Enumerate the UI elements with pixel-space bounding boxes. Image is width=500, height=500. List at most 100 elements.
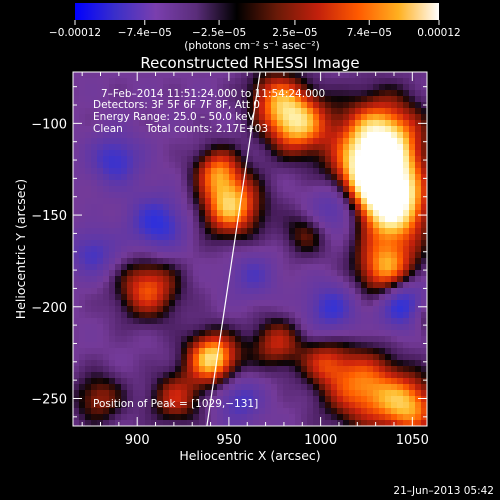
- heatmap-cell: [109, 408, 116, 415]
- heatmap-cell: [91, 420, 98, 426]
- heatmap-cell: [319, 354, 326, 361]
- heatmap-cell: [283, 222, 290, 229]
- heatmap-cell: [187, 300, 194, 307]
- heatmap-cell: [259, 420, 266, 426]
- heatmap-cell: [295, 414, 302, 421]
- heatmap-cell: [193, 372, 200, 379]
- heatmap-cell: [145, 156, 152, 163]
- heatmap-cell: [163, 72, 170, 79]
- heatmap-cell: [205, 156, 212, 163]
- heatmap-cell: [151, 192, 158, 199]
- heatmap-cell: [301, 378, 308, 385]
- heatmap-cell: [319, 192, 326, 199]
- heatmap-cell: [199, 354, 206, 361]
- heatmap-cell: [145, 210, 152, 217]
- heatmap-cell: [91, 414, 98, 421]
- heatmap-cell: [187, 90, 194, 97]
- heatmap-cell: [385, 210, 392, 217]
- heatmap-cell: [259, 342, 266, 349]
- heatmap-cell: [349, 126, 356, 133]
- heatmap-cell: [391, 312, 398, 319]
- heatmap-cell: [319, 318, 326, 325]
- heatmap-cell: [415, 330, 422, 337]
- heatmap-cell: [211, 138, 218, 145]
- heatmap-cell: [271, 216, 278, 223]
- heatmap-cell: [337, 258, 344, 265]
- heatmap-cell: [127, 306, 134, 313]
- heatmap-cell: [397, 180, 404, 187]
- heatmap-cell: [133, 84, 140, 91]
- heatmap-cell: [355, 276, 362, 283]
- heatmap-cell: [331, 138, 338, 145]
- heatmap-cell: [367, 96, 374, 103]
- heatmap-cell: [79, 204, 86, 211]
- heatmap-cell: [325, 366, 332, 373]
- heatmap-cell: [121, 180, 128, 187]
- heatmap-cell: [379, 90, 386, 97]
- heatmap-cell: [205, 312, 212, 319]
- heatmap-cell: [223, 84, 230, 91]
- heatmap-cell: [79, 234, 86, 241]
- heatmap-cell: [331, 114, 338, 121]
- heatmap-cell: [343, 150, 350, 157]
- heatmap-cell: [367, 312, 374, 319]
- heatmap-cell: [391, 132, 398, 139]
- heatmap-cell: [175, 372, 182, 379]
- heatmap-cell: [181, 282, 188, 289]
- heatmap-cell: [271, 174, 278, 181]
- heatmap-cell: [241, 318, 248, 325]
- heatmap-cell: [91, 228, 98, 235]
- heatmap-cell: [337, 396, 344, 403]
- heatmap-cell: [79, 396, 86, 403]
- heatmap-cell: [331, 246, 338, 253]
- heatmap-cell: [337, 156, 344, 163]
- heatmap-cell: [265, 198, 272, 205]
- heatmap-cell: [205, 402, 212, 409]
- heatmap-cell: [415, 156, 422, 163]
- heatmap-cell: [247, 174, 254, 181]
- heatmap-cell: [145, 186, 152, 193]
- heatmap-cell: [271, 288, 278, 295]
- heatmap-cell: [145, 108, 152, 115]
- heatmap-cell: [163, 168, 170, 175]
- heatmap-cell: [73, 330, 80, 337]
- heatmap-cell: [379, 414, 386, 421]
- heatmap-cell: [385, 324, 392, 331]
- heatmap-cell: [259, 336, 266, 343]
- heatmap-cell: [271, 168, 278, 175]
- heatmap-cell: [235, 390, 242, 397]
- heatmap-cell: [295, 390, 302, 397]
- heatmap-cell: [313, 414, 320, 421]
- heatmap-cell: [145, 204, 152, 211]
- heatmap-cell: [313, 72, 320, 79]
- heatmap-cell: [169, 174, 176, 181]
- heatmap-cell: [223, 138, 230, 145]
- heatmap-cell: [391, 360, 398, 367]
- heatmap-cell: [157, 102, 164, 109]
- heatmap-cell: [283, 300, 290, 307]
- heatmap-cell: [175, 420, 182, 426]
- heatmap-cell: [265, 402, 272, 409]
- heatmap-cell: [421, 330, 427, 337]
- heatmap-cell: [385, 192, 392, 199]
- heatmap-cell: [193, 108, 200, 115]
- heatmap-cell: [415, 390, 422, 397]
- heatmap-cell: [235, 342, 242, 349]
- heatmap-cell: [223, 300, 230, 307]
- heatmap-cell: [385, 234, 392, 241]
- heatmap-cell: [421, 234, 427, 241]
- heatmap-cell: [217, 318, 224, 325]
- heatmap-cell: [133, 360, 140, 367]
- heatmap-cell: [331, 300, 338, 307]
- heatmap-cell: [211, 102, 218, 109]
- heatmap-cell: [403, 270, 410, 277]
- heatmap-cell: [415, 102, 422, 109]
- heatmap-cell: [331, 102, 338, 109]
- heatmap-cell: [79, 330, 86, 337]
- heatmap-cell: [421, 84, 427, 91]
- heatmap-cell: [415, 306, 422, 313]
- heatmap-cell: [367, 108, 374, 115]
- heatmap-cell: [217, 114, 224, 121]
- heatmap-cell: [91, 210, 98, 217]
- heatmap-cell: [139, 102, 146, 109]
